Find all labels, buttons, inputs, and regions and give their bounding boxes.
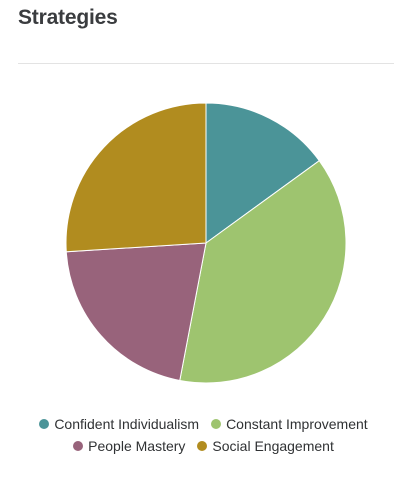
legend-item-social-engagement[interactable]: Social Engagement bbox=[197, 438, 334, 454]
legend-row-2: People Mastery Social Engagement bbox=[0, 435, 407, 457]
pie-slice-constant-improvement[interactable] bbox=[179, 160, 347, 384]
legend-swatch bbox=[211, 419, 222, 429]
title-divider bbox=[18, 63, 394, 64]
legend-label: People Mastery bbox=[88, 438, 186, 454]
legend-swatch bbox=[39, 419, 50, 429]
chart-legend: Confident Individualism Constant Improve… bbox=[0, 413, 407, 457]
pie-slices bbox=[65, 102, 347, 384]
legend-label: Confident Individualism bbox=[54, 416, 200, 432]
legend-item-people-mastery[interactable]: People Mastery bbox=[73, 438, 185, 454]
legend-swatch bbox=[73, 441, 84, 451]
legend-label: Social Engagement bbox=[212, 438, 334, 454]
pie-slice-people-mastery[interactable] bbox=[65, 242, 207, 382]
legend-label: Constant Improvement bbox=[226, 416, 368, 432]
pie-slice-confident-individualism[interactable] bbox=[205, 102, 320, 244]
legend-item-confident-individualism[interactable]: Confident Individualism bbox=[39, 416, 199, 432]
legend-row-1: Confident Individualism Constant Improve… bbox=[0, 413, 407, 435]
legend-swatch bbox=[197, 441, 208, 451]
card-title: Strategies bbox=[18, 6, 118, 29]
pie-slice-social-engagement[interactable] bbox=[65, 102, 207, 253]
legend-item-constant-improvement[interactable]: Constant Improvement bbox=[211, 416, 368, 432]
